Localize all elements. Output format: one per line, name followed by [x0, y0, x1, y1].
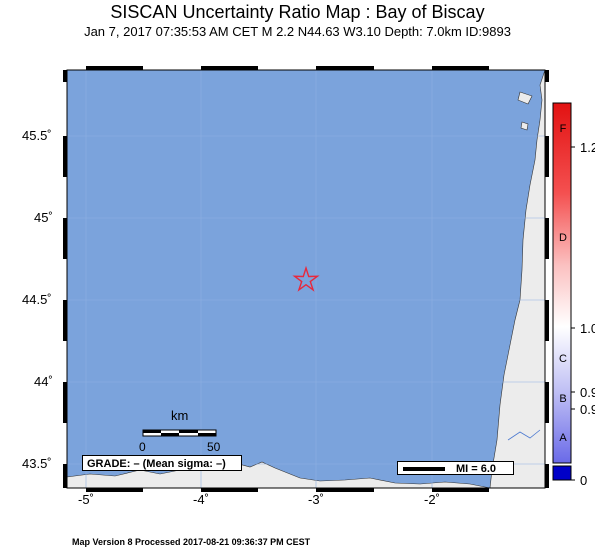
mi-legend-label: MI = 6.0: [456, 463, 497, 475]
colorbar-value-0-9a: 0.9: [580, 385, 595, 400]
river-line: [507, 429, 541, 441]
lon-label-minus5: -5˚: [78, 492, 94, 507]
water-area: [67, 70, 545, 488]
island-re: [517, 91, 533, 105]
lat-label-45-5: 45.5˚: [22, 128, 52, 143]
grade-letter-c: C: [559, 353, 567, 365]
lon-label-minus3: -3˚: [308, 492, 324, 507]
lat-label-44-5: 44.5˚: [22, 292, 52, 307]
grade-box: GRADE: – (Mean sigma: –): [82, 455, 242, 471]
event-subtitle: Jan 7, 2017 07:35:53 AM CET M 2.2 N44.63…: [84, 24, 511, 39]
land-spain: [66, 461, 491, 489]
colorbar-value-0-9b: 0.9: [580, 402, 595, 417]
lat-label-44: 44˚: [34, 374, 53, 389]
grade-letter-d: D: [559, 232, 567, 244]
colorbar-value-1-2: 1.2: [580, 140, 595, 155]
island-oleron: [520, 121, 529, 131]
mi-legend: MI = 6.0: [397, 461, 514, 475]
epicenter-star-icon[interactable]: [292, 265, 320, 292]
scale-bar: [142, 429, 217, 437]
footer-processed-note: Map Version 8 Processed 2017-08-21 09:36…: [72, 537, 311, 547]
scale-unit-label: km: [171, 408, 189, 423]
grade-letter-a: A: [559, 432, 567, 444]
lat-label-45: 45˚: [34, 210, 53, 225]
colorbar-value-1-0: 1.0: [580, 321, 595, 336]
scale-start-label: 0: [139, 440, 146, 454]
scale-end-label: 50: [207, 440, 221, 454]
colorbar-value-0: 0: [580, 473, 588, 488]
lat-label-43-5: 43.5˚: [22, 456, 52, 471]
frame-ticks: [63, 66, 549, 492]
mi-legend-line: [403, 467, 445, 471]
grade-letter-f: F: [559, 123, 567, 135]
map-title: SISCAN Uncertainty Ratio Map : Bay of Bi…: [110, 2, 485, 22]
lon-label-minus4: -4˚: [193, 492, 209, 507]
grade-letter-b: B: [559, 393, 567, 405]
lon-label-minus2: -2˚: [424, 492, 440, 507]
colorbar: [552, 102, 575, 481]
